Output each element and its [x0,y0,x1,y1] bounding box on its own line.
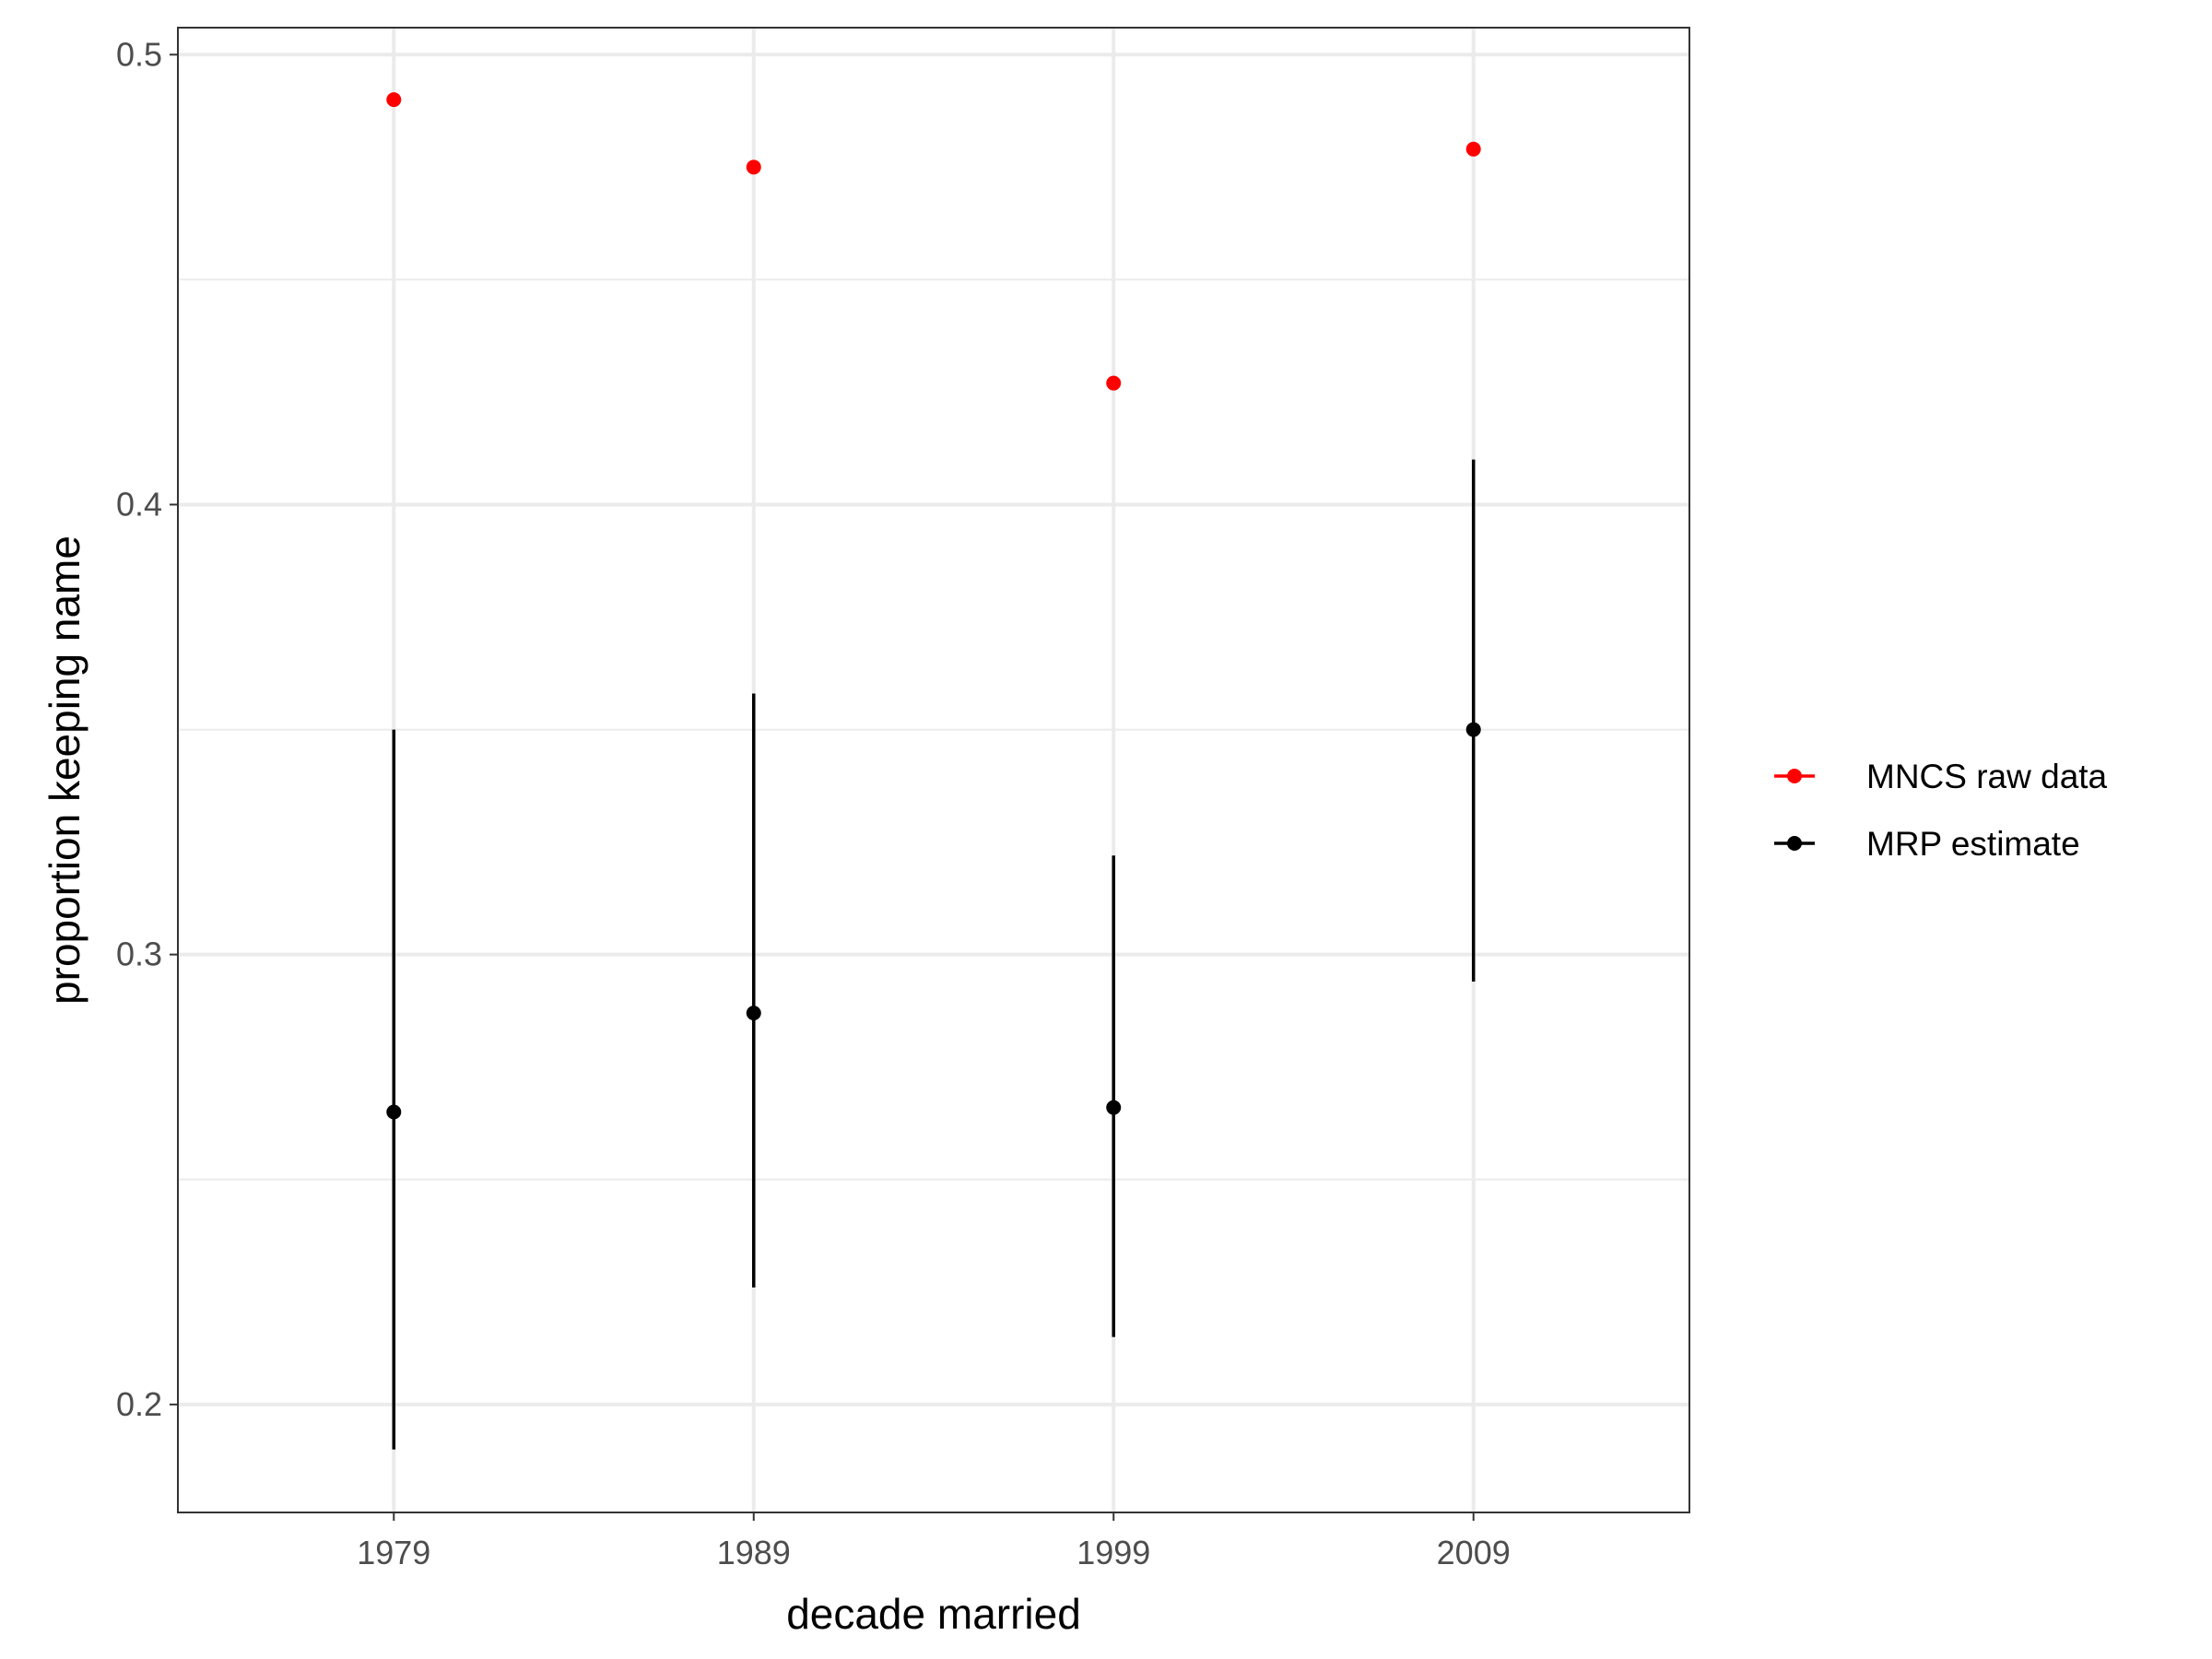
legend-key-point [1787,836,1802,851]
data-point [1106,1100,1122,1115]
legend-key-point [1787,769,1802,783]
chart-marks [386,92,1481,1450]
x-axis-title: decade married [786,1590,1081,1638]
data-point [1465,722,1481,737]
y-tick-label: 0.5 [116,35,162,73]
data-point [1465,141,1481,157]
x-tick-label: 1979 [357,1534,430,1571]
legend-label: MRP estimate [1866,825,2080,863]
y-tick-label: 0.4 [116,485,162,523]
grid-minor [178,278,1689,1181]
y-axis: 0.2 0.3 0.4 0.5 [116,35,178,1423]
data-point [1106,375,1122,391]
x-tick-label: 1999 [1077,1534,1150,1571]
x-tick-label: 2009 [1437,1534,1511,1571]
y-tick-label: 0.2 [116,1385,162,1423]
x-tick-label: 1989 [717,1534,791,1571]
y-tick-label: 0.3 [116,935,162,973]
legend-label: MNCS raw data [1866,758,2108,795]
panel-border [177,27,1690,1513]
x-axis: 1979 1989 1999 2009 [357,1512,1511,1571]
data-point [386,1104,402,1120]
data-point [386,92,402,108]
data-point [746,1006,761,1021]
data-point [746,159,761,175]
y-axis-title: proportion keeping name [41,535,88,1005]
legend: MNCS raw data MRP estimate [1774,758,2108,863]
